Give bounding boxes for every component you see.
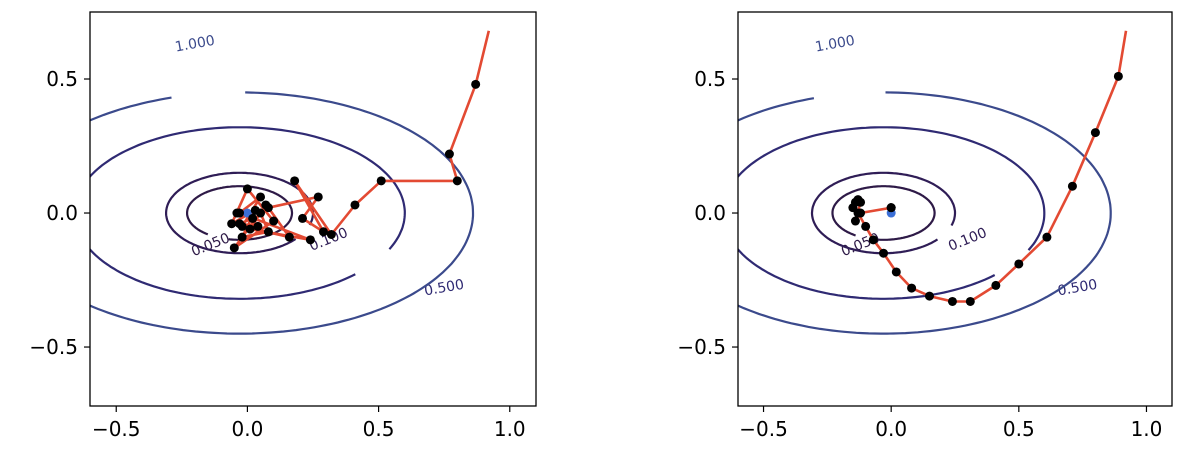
axes-frame — [89, 11, 537, 407]
iteration-point — [924, 291, 934, 301]
plot-area: 0.050 0.100 0.500 1.000 — [738, 30, 1128, 335]
contour-line-0.500 — [90, 126, 406, 300]
x-tick-label: −0.5 — [92, 417, 141, 441]
axes-frame — [737, 11, 1173, 407]
contour-line-1.000 — [738, 91, 1112, 335]
iteration-point — [376, 176, 386, 186]
x-tick-label: 0.0 — [232, 417, 264, 441]
y-tick-label: −0.5 — [29, 335, 78, 359]
iteration-point — [452, 176, 462, 186]
iteration-point — [1113, 71, 1123, 81]
iteration-point — [232, 208, 242, 218]
contour-line-0.500 — [738, 126, 1046, 300]
contour-line-0.050 — [831, 185, 936, 241]
iteration-point — [850, 216, 860, 226]
contour-line-1.000 — [90, 91, 475, 335]
iteration-point — [290, 176, 300, 186]
iteration-point — [947, 296, 957, 306]
iteration-point — [991, 280, 1001, 290]
optimizer-path — [851, 30, 1128, 303]
iteration-point — [237, 232, 247, 242]
iteration-point — [248, 213, 258, 223]
iteration-point — [256, 192, 266, 202]
iteration-point — [305, 235, 315, 245]
y-tick-label: −0.5 — [677, 335, 726, 359]
iteration-point — [444, 149, 454, 159]
y-tick-label: 0.0 — [46, 201, 78, 225]
right-optimizer-panel: 0.050 0.100 0.500 1.000 −0.5 0.0 0.5 1.0 0.5 0.0 −… — [677, 11, 1173, 441]
x-tick-label: 0.0 — [875, 417, 907, 441]
iteration-point — [263, 227, 273, 237]
x-tick-label: 1.0 — [1131, 417, 1163, 441]
iteration-point — [350, 200, 360, 210]
contour-label: 0.050 — [839, 230, 882, 260]
contour-label: 0.500 — [1056, 277, 1098, 300]
iteration-point — [298, 213, 308, 223]
iteration-point — [861, 221, 871, 231]
iteration-point — [326, 229, 336, 239]
x-tick-label: 0.5 — [1003, 417, 1035, 441]
iteration-point — [856, 197, 866, 207]
iteration-point — [313, 192, 323, 202]
iteration-point — [1014, 259, 1024, 269]
contour-label: 0.500 — [423, 277, 465, 300]
contour-label: 1.000 — [174, 33, 216, 56]
y-tick-label: 0.5 — [694, 67, 726, 91]
iteration-point — [886, 203, 896, 213]
iteration-point — [318, 227, 328, 237]
contour-line-0.100 — [165, 171, 315, 255]
iteration-point — [1090, 128, 1100, 138]
y-tick-label: 0.0 — [694, 201, 726, 225]
iteration-point — [856, 208, 866, 218]
contour-label: 0.100 — [946, 225, 989, 255]
contour-line-0.100 — [810, 171, 957, 255]
iteration-point — [261, 200, 271, 210]
x-tick-label: −0.5 — [739, 417, 788, 441]
iteration-point — [227, 219, 237, 229]
iteration-point — [235, 219, 245, 229]
x-tick-label: 1.0 — [494, 417, 526, 441]
iteration-point — [891, 267, 901, 277]
iteration-point — [229, 243, 239, 253]
optimizer-path — [230, 30, 491, 250]
iteration-point — [868, 235, 878, 245]
iteration-point — [907, 283, 917, 293]
iteration-point — [242, 184, 252, 194]
iteration-point — [1042, 232, 1052, 242]
iteration-point — [245, 224, 255, 234]
iteration-point — [879, 248, 889, 258]
x-tick-label: 0.5 — [363, 417, 395, 441]
y-tick-label: 0.5 — [46, 67, 78, 91]
iteration-point — [284, 232, 294, 242]
iteration-point — [471, 79, 481, 89]
iteration-point — [1067, 181, 1077, 191]
iteration-point — [269, 216, 279, 226]
contour-label: 1.000 — [814, 33, 856, 56]
iteration-point — [256, 208, 266, 218]
iteration-point — [253, 221, 263, 231]
iteration-point — [965, 296, 975, 306]
